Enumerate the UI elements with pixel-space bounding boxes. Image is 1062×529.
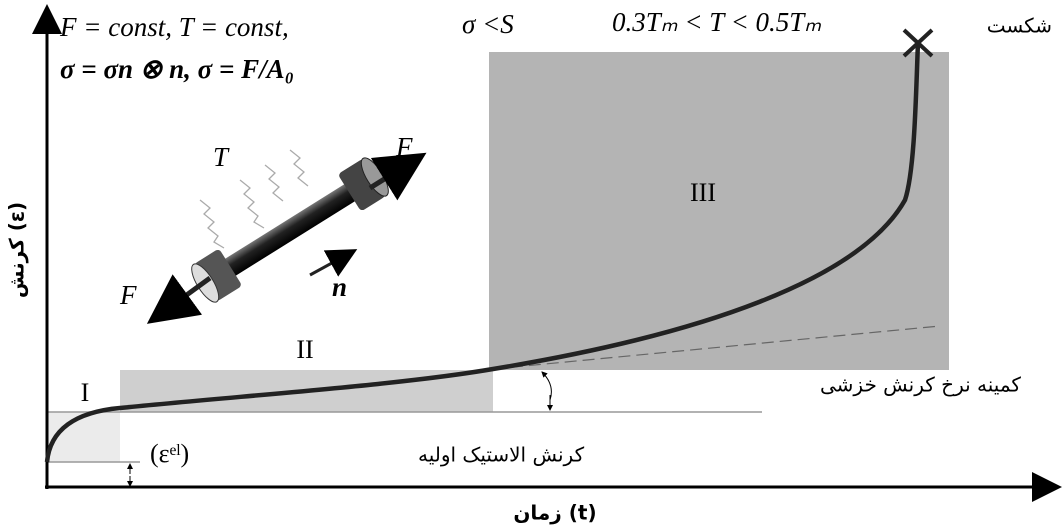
direction-label: n	[332, 272, 347, 302]
x-axis-label: زمان (t)	[513, 501, 596, 525]
stage-label: II	[296, 335, 313, 364]
stress-limit: σ <S	[462, 9, 514, 39]
force-label: F	[119, 280, 137, 310]
elastic-symbol: (εᵉˡ)	[150, 439, 189, 468]
temperature-range: 0.3Tₘ < T < 0.5Tₘ	[612, 7, 821, 37]
stress-definition: σ = σn ⊗ n, σ = F/A₀	[60, 54, 294, 84]
conditions: F = const, T = const,	[59, 12, 289, 42]
stage-label: III	[690, 178, 716, 207]
region-iii	[489, 52, 949, 370]
min-rate-label: کمینه نرخ کرنش خزشی	[820, 373, 1021, 397]
force-arrow	[155, 278, 210, 318]
elastic-label: کرنش الاستیک اولیه	[418, 443, 585, 467]
creep-diagram: F = const, T = const, σ <S 0.3Tₘ < T < 0…	[0, 0, 1062, 529]
y-axis-label: کرنش (ε)	[5, 202, 29, 298]
specimen	[187, 154, 393, 306]
fracture-label: شکست	[987, 14, 1052, 38]
stage-label: I	[81, 378, 90, 407]
force-label: F	[395, 132, 413, 162]
temperature-label: T	[213, 142, 230, 172]
